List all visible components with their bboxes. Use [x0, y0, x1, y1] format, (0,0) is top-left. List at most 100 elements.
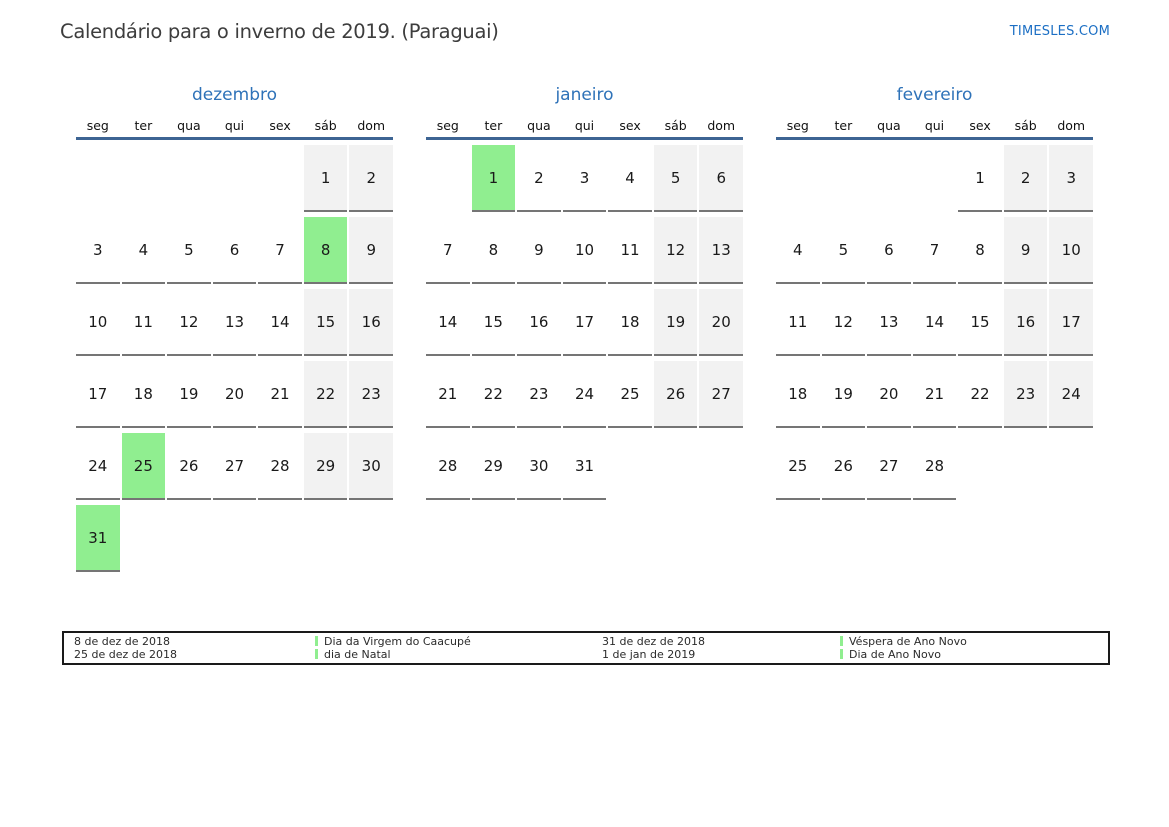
day-cell: 10: [562, 217, 607, 284]
day-cell: 18: [776, 361, 820, 428]
legend-dates: 8 de dez de 2018 25 de dez de 2018: [74, 635, 177, 661]
day-cell: 16: [1003, 289, 1048, 356]
day-cell: 19: [653, 289, 698, 356]
empty-day-cell: [258, 505, 302, 572]
weekday-header: sáb: [664, 118, 687, 133]
day-cell: 30: [349, 433, 393, 500]
empty-day-cell: [167, 145, 211, 212]
weekday-header: qui: [574, 118, 595, 133]
weekday-header: sáb: [314, 118, 337, 133]
day-cell: 24: [562, 361, 607, 428]
day-cell: 23: [1003, 361, 1048, 428]
day-cell: 3: [1049, 145, 1093, 212]
day-cell: 14: [258, 289, 302, 356]
weekday-header: qua: [527, 118, 551, 133]
weekday-header: seg: [786, 118, 809, 133]
day-cell: 5: [167, 217, 211, 284]
legend-holiday: Véspera de Ano Novo: [840, 635, 967, 649]
day-cell: 16: [517, 289, 561, 356]
legend-holiday: Dia de Ano Novo: [840, 647, 967, 662]
weekday-header: sáb: [1014, 118, 1037, 133]
legend-holiday-label: Dia de Ano Novo: [849, 647, 941, 661]
day-cell: 14: [912, 289, 957, 356]
empty-day-cell: [1049, 433, 1093, 500]
day-cell: 17: [562, 289, 607, 356]
weekday-header-row: seg ter qua qui sex sáb dom: [76, 115, 393, 137]
legend-holiday: Dia da Virgem do Caacupé: [315, 635, 471, 649]
day-cell: 4: [608, 145, 652, 212]
day-cell: 1: [471, 145, 516, 212]
weekday-header: qui: [224, 118, 245, 133]
day-cell: 21: [426, 361, 470, 428]
month-header-divider: [76, 137, 393, 140]
day-cell: 8: [958, 217, 1002, 284]
empty-day-cell: [304, 505, 348, 572]
empty-day-cell: [122, 505, 166, 572]
empty-day-cell: [349, 505, 393, 572]
legend-holiday-label: Dia da Virgem do Caacupé: [324, 635, 471, 648]
day-cell: 8: [303, 217, 348, 284]
day-cell: 13: [212, 289, 257, 356]
day-cell: 25: [121, 433, 166, 500]
empty-day-cell: [608, 433, 652, 500]
legend-dates: 31 de dez de 2018 1 de jan de 2019: [602, 635, 706, 661]
day-cell: 22: [471, 361, 516, 428]
day-cell: 30: [517, 433, 561, 500]
day-cell: 29: [303, 433, 348, 500]
holiday-marker-icon: [315, 648, 318, 659]
weekday-header: seg: [436, 118, 459, 133]
day-cell: 20: [212, 361, 257, 428]
day-cell: 31: [76, 505, 120, 572]
month-title: dezembro: [192, 85, 277, 105]
day-cell: 6: [699, 145, 743, 212]
days-grid: 1 2 3 4 5 6 7 8 9 10 11 12 13 14 15 16 17 18 19 20 21 22 23 24 2…: [426, 145, 743, 500]
day-cell: 19: [167, 361, 211, 428]
day-cell: 27: [212, 433, 257, 500]
month-header-divider: [426, 137, 743, 140]
empty-day-cell: [776, 145, 820, 212]
day-cell: 11: [608, 217, 652, 284]
day-cell: 3: [76, 217, 120, 284]
day-cell: 12: [167, 289, 211, 356]
legend-holidays: Dia da Virgem do Caacupé dia de Natal: [315, 635, 471, 661]
day-cell: 10: [1049, 217, 1093, 284]
weekday-header-row: seg ter qua qui sex sáb dom: [776, 115, 1093, 137]
holiday-marker-icon: [315, 636, 318, 646]
holiday-marker-icon: [840, 636, 843, 646]
legend-date: 1 de jan de 2019: [602, 647, 696, 661]
day-cell: 23: [349, 361, 393, 428]
day-cell: 2: [1003, 145, 1048, 212]
day-cell: 23: [517, 361, 561, 428]
legend-date: 31 de dez de 2018: [602, 635, 706, 648]
weekday-header: qua: [877, 118, 901, 133]
day-cell: 11: [121, 289, 166, 356]
day-cell: 16: [349, 289, 393, 356]
day-cell: 3: [562, 145, 607, 212]
day-cell: 20: [699, 289, 743, 356]
day-cell: 25: [776, 433, 820, 500]
day-cell: 20: [867, 361, 911, 428]
day-cell: 7: [258, 217, 302, 284]
day-cell: 8: [471, 217, 516, 284]
day-cell: 22: [958, 361, 1002, 428]
site-link[interactable]: TIMESLES.COM: [1009, 24, 1110, 39]
empty-day-cell: [822, 145, 866, 212]
day-cell: 9: [1003, 217, 1048, 284]
day-cell: 9: [517, 217, 561, 284]
day-cell: 24: [1049, 361, 1093, 428]
day-cell: 28: [912, 433, 957, 500]
day-cell: 17: [1049, 289, 1093, 356]
day-cell: 4: [776, 217, 820, 284]
day-cell: 25: [608, 361, 652, 428]
day-cell: 21: [912, 361, 957, 428]
empty-day-cell: [654, 433, 698, 500]
day-cell: 28: [426, 433, 470, 500]
empty-day-cell: [167, 505, 211, 572]
day-cell: 28: [258, 433, 302, 500]
weekday-header: dom: [357, 118, 386, 133]
day-cell: 26: [821, 433, 866, 500]
day-cell: 17: [76, 361, 120, 428]
day-cell: 6: [867, 217, 911, 284]
